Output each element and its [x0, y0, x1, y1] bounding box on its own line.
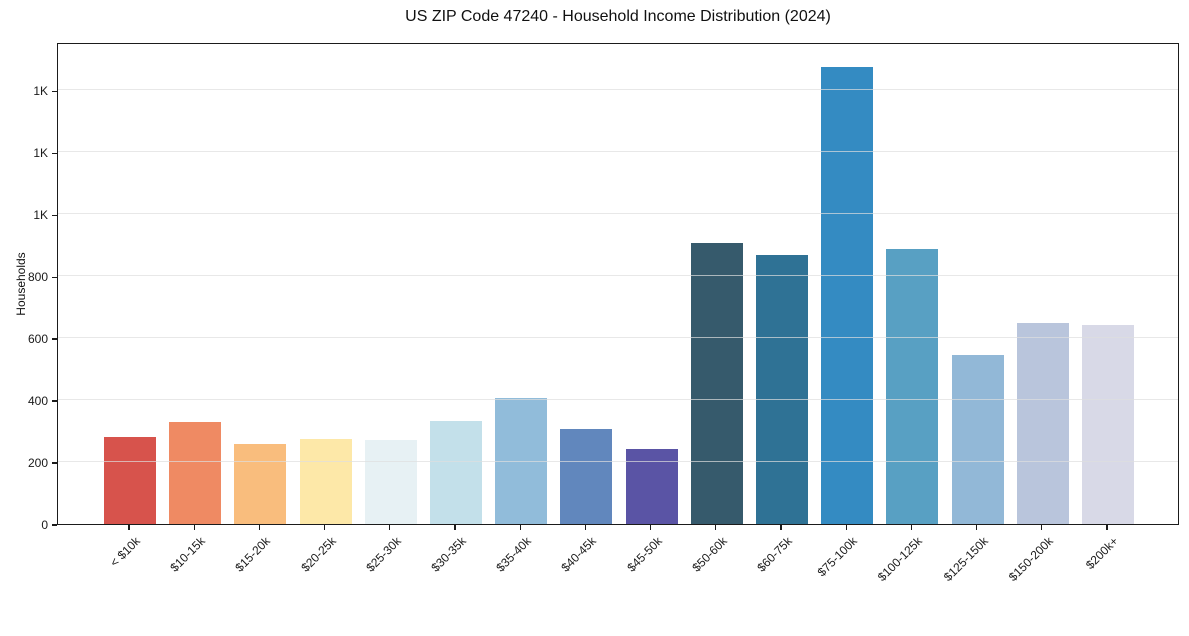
- y-tick-label: 1K: [33, 84, 48, 99]
- y-tick-mark: [52, 214, 57, 216]
- gridline: [58, 213, 1178, 215]
- y-axis-label: Households: [14, 252, 28, 316]
- gridline: [58, 151, 1178, 153]
- bar: [169, 421, 222, 524]
- x-tick-mark: [780, 525, 782, 530]
- y-tick-mark: [52, 338, 57, 340]
- bar: [430, 420, 482, 524]
- bar: [756, 255, 808, 524]
- y-tick-label: 0: [41, 518, 48, 532]
- bar: [690, 242, 743, 524]
- x-tick-mark: [584, 525, 587, 530]
- y-tick-label: 800: [27, 270, 48, 285]
- x-tick-mark: [1041, 525, 1043, 530]
- gridline: [58, 275, 1178, 277]
- chart-title: US ZIP Code 47240 - Household Income Dis…: [405, 8, 831, 25]
- bar: [495, 397, 548, 524]
- x-tick-mark: [519, 525, 521, 530]
- y-tick-label: 200: [27, 456, 48, 470]
- y-tick-mark: [52, 152, 57, 154]
- y-tick-mark: [52, 276, 57, 278]
- gridline: [58, 337, 1178, 339]
- bar: [104, 437, 156, 524]
- bar: [1016, 322, 1069, 524]
- x-tick-mark: [128, 525, 130, 530]
- gridline: [58, 399, 1178, 401]
- x-tick-mark: [649, 525, 652, 530]
- x-tick-mark: [910, 525, 913, 530]
- figure: US ZIP Code 47240 - Household Income Dis…: [14, 8, 1179, 585]
- x-tick-mark: [454, 525, 456, 530]
- gridline: [58, 89, 1178, 91]
- x-tick-mark: [323, 525, 326, 530]
- y-tick-mark: [52, 524, 57, 526]
- bar: [821, 67, 874, 524]
- x-tick-mark: [389, 525, 391, 530]
- x-tick-mark: [1106, 525, 1108, 530]
- y-tick-label: 400: [27, 394, 48, 409]
- y-tick-label: 1K: [33, 208, 48, 223]
- y-tick-mark: [52, 400, 57, 402]
- x-tick-mark: [845, 525, 847, 530]
- y-tick-mark: [52, 90, 57, 92]
- bar: [299, 438, 352, 524]
- y-tick-mark: [52, 462, 57, 464]
- x-tick-mark: [258, 525, 261, 530]
- bar: [625, 448, 678, 524]
- x-tick-mark: [193, 525, 195, 530]
- bar: [1082, 324, 1134, 524]
- y-tick-label: 1K: [33, 146, 48, 161]
- bar: [234, 443, 287, 524]
- bar: [364, 439, 417, 524]
- y-tick-label: 600: [27, 332, 48, 347]
- bar: [560, 428, 613, 524]
- gridline: [58, 461, 1178, 462]
- bar: [951, 354, 1004, 524]
- x-tick-mark: [715, 525, 717, 530]
- plot-area: [57, 43, 1179, 525]
- x-tick-mark: [975, 525, 978, 530]
- bar: [886, 249, 939, 524]
